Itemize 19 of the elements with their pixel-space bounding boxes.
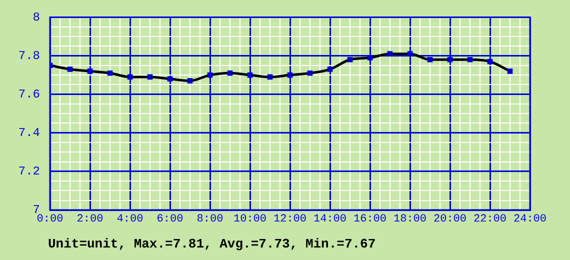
text: Unit=unit, Max.=7.81, Avg.=7.73, Min.=7.67	[48, 236, 376, 252]
x-tick-label: 10:00	[233, 214, 267, 226]
x-tick-label: 20:00	[433, 214, 467, 226]
x-tick-label: 4:00	[116, 214, 144, 226]
x-tick-label: 18:00	[393, 214, 427, 226]
x-tick-label: 14:00	[313, 214, 347, 226]
x-tick-label: 6:00	[156, 214, 184, 226]
y-tick-label: 8	[32, 10, 40, 24]
x-tick-label: 8:00	[196, 214, 224, 226]
y-tick-label: 7.8	[18, 48, 40, 63]
y-tick-label: 7.2	[18, 164, 40, 179]
y-tick-label: 7.4	[18, 126, 40, 140]
x-tick-label: 12:00	[273, 214, 307, 226]
x-tick-label: 22:00	[473, 214, 507, 226]
x-tick-label: 24:00	[513, 214, 547, 226]
x-tick-label: 0:00	[36, 214, 64, 226]
y-tick-label: 7.6	[18, 87, 40, 102]
x-tick-label: 2:00	[76, 214, 104, 226]
x-tick-label: 16:00	[353, 214, 387, 226]
